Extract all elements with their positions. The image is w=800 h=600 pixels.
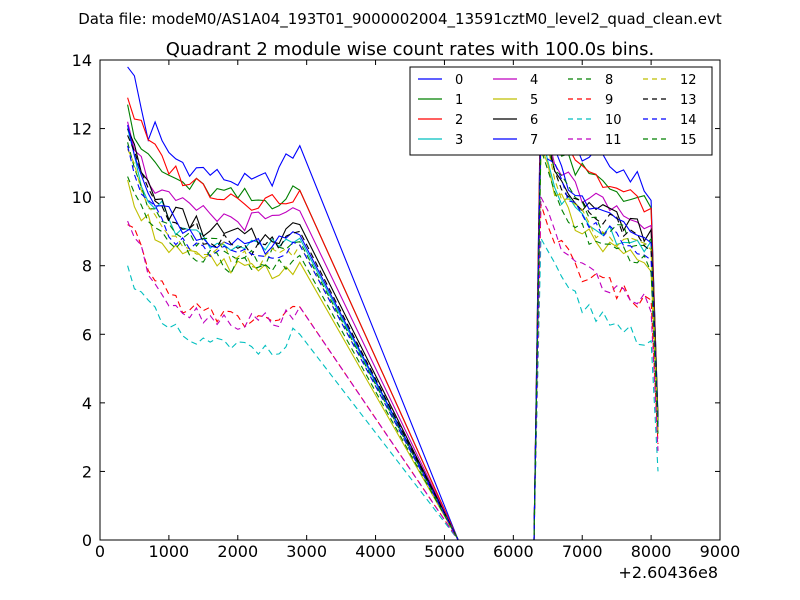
series-line-8 xyxy=(127,121,659,540)
series-line-14 xyxy=(127,124,659,540)
x-tick-label: 0 xyxy=(95,542,105,561)
x-tick-label: 5000 xyxy=(424,542,465,561)
figure-suptitle: Data file: modeM0/AS1A04_193T01_90000020… xyxy=(78,10,722,29)
series-line-11 xyxy=(127,196,659,540)
legend-label-1: 1 xyxy=(455,93,463,108)
series-line-15 xyxy=(127,148,659,540)
series-line-7 xyxy=(127,107,659,540)
y-tick-label: 12 xyxy=(72,120,92,139)
chart-title: Quadrant 2 module wise count rates with … xyxy=(166,39,655,60)
legend-label-2: 2 xyxy=(455,113,463,128)
legend-label-13: 13 xyxy=(680,93,697,108)
series-line-6 xyxy=(127,114,659,540)
x-axis-offset-label: +2.60436e8 xyxy=(618,563,718,582)
x-tick-label: 2000 xyxy=(217,542,258,561)
legend-label-7: 7 xyxy=(530,133,538,148)
x-tick-label: 3000 xyxy=(286,542,327,561)
series-line-13 xyxy=(127,118,659,540)
series-layer xyxy=(127,66,659,540)
legend-label-11: 11 xyxy=(605,133,622,148)
legend-label-12: 12 xyxy=(680,73,697,88)
legend-label-9: 9 xyxy=(605,93,613,108)
series-line-4 xyxy=(127,111,659,540)
legend-label-6: 6 xyxy=(530,113,538,128)
x-axis: 0 1000 2000 3000 4000 5000 6000 7000 8000 9000 xyxy=(95,60,740,561)
plot-area: 0 1000 2000 3000 4000 5000 6000 7000 8000 9000 0 2… xyxy=(72,51,741,582)
series-line-1 xyxy=(127,94,659,540)
legend-label-15: 15 xyxy=(680,133,697,148)
series-line-12 xyxy=(127,128,659,540)
legend-label-0: 0 xyxy=(455,73,463,88)
series-line-10 xyxy=(127,236,659,540)
axes-frame xyxy=(99,59,721,541)
legend-label-5: 5 xyxy=(530,93,538,108)
y-tick-label: 10 xyxy=(72,188,92,207)
legend-label-10: 10 xyxy=(605,113,622,128)
x-tick-label: 8000 xyxy=(631,542,672,561)
y-tick-label: 0 xyxy=(82,531,92,550)
legend-label-8: 8 xyxy=(605,73,613,88)
x-tick-label: 9000 xyxy=(700,542,741,561)
series-line-0 xyxy=(127,66,659,540)
x-tick-label: 6000 xyxy=(493,542,534,561)
y-tick-label: 6 xyxy=(82,325,92,344)
y-tick-label: 14 xyxy=(72,51,92,70)
y-tick-label: 4 xyxy=(82,394,92,413)
y-tick-label: 8 xyxy=(82,257,92,276)
y-tick-label: 2 xyxy=(82,462,92,481)
legend-label-4: 4 xyxy=(530,73,538,88)
series-line-5 xyxy=(127,145,659,540)
legend-box xyxy=(409,66,713,156)
legend-label-3: 3 xyxy=(455,133,463,148)
x-tick-label: 4000 xyxy=(355,542,396,561)
x-tick-label: 7000 xyxy=(562,542,603,561)
series-line-2 xyxy=(127,80,659,540)
x-tick-label: 1000 xyxy=(149,542,190,561)
series-line-9 xyxy=(127,203,659,540)
legend-label-14: 14 xyxy=(680,113,697,128)
